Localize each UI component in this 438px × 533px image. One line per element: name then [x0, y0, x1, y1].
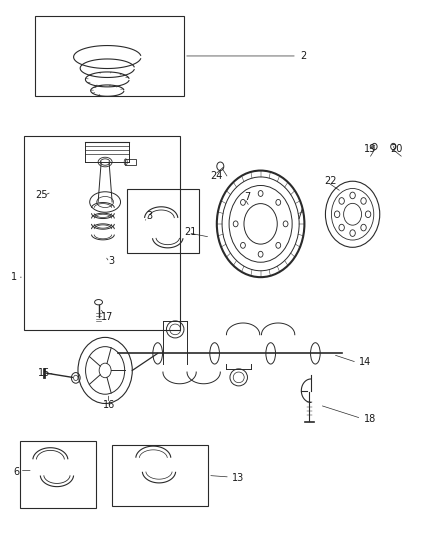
- Text: 19: 19: [364, 144, 376, 154]
- Text: 3: 3: [109, 256, 115, 266]
- Bar: [24, 136, 180, 330]
- Bar: [20, 441, 96, 508]
- Text: 14: 14: [359, 358, 371, 367]
- Text: 24: 24: [211, 171, 223, 181]
- Bar: [112, 445, 208, 506]
- Bar: [35, 16, 184, 96]
- Text: 2: 2: [300, 51, 306, 61]
- Text: 20: 20: [390, 144, 403, 154]
- Text: 6: 6: [14, 467, 20, 477]
- Text: 3: 3: [146, 211, 152, 221]
- Text: 1: 1: [11, 272, 17, 282]
- Text: 16: 16: [103, 400, 116, 410]
- Text: 13: 13: [232, 473, 244, 483]
- Text: 17: 17: [101, 312, 113, 322]
- Bar: [127, 189, 199, 253]
- Text: 7: 7: [244, 192, 251, 202]
- Bar: [125, 159, 136, 165]
- Text: 18: 18: [364, 415, 376, 424]
- Text: 15: 15: [38, 368, 50, 378]
- Text: 21: 21: [184, 227, 197, 237]
- Text: 22: 22: [325, 176, 337, 186]
- Text: 25: 25: [35, 190, 48, 199]
